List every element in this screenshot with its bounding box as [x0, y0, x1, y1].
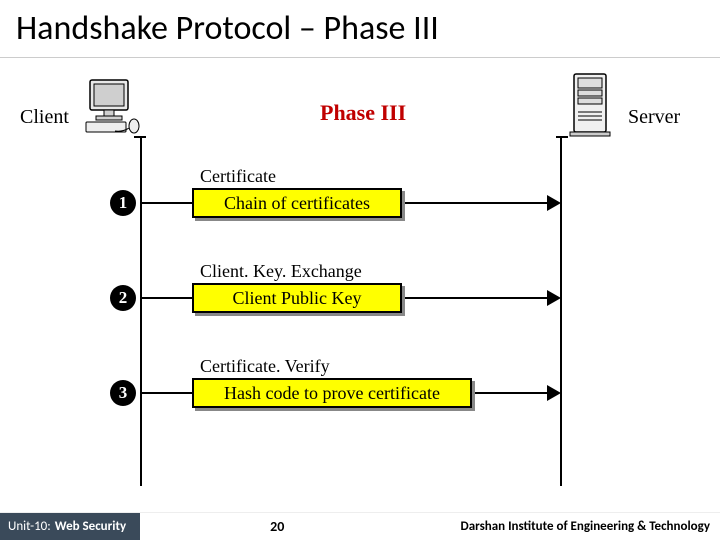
server-timeline — [560, 136, 562, 486]
message-arrow-head — [547, 385, 561, 401]
message-type-label: Certificate — [200, 166, 276, 187]
message-content-box: Client Public Key — [192, 283, 402, 313]
tick — [556, 136, 568, 138]
phase-label: Phase III — [320, 100, 406, 126]
server-tower-icon — [568, 72, 618, 143]
message-arrow-head — [547, 290, 561, 306]
footer-unit-block: Unit-10: Web Security — [0, 513, 140, 540]
message-type-label: Client. Key. Exchange — [200, 261, 362, 282]
client-timeline — [140, 136, 142, 486]
footer-unit: Unit-10: — [8, 519, 51, 534]
message-content-box: Hash code to prove certificate — [192, 378, 472, 408]
message-arrow-head — [547, 195, 561, 211]
client-label: Client — [20, 106, 69, 129]
step-bullet: 1 — [110, 190, 136, 216]
step-bullet: 3 — [110, 380, 136, 406]
message-type-label: Certificate. Verify — [200, 356, 330, 377]
message-content-box: Chain of certificates — [192, 188, 402, 218]
slide-title: Handshake Protocol – Phase III — [0, 0, 720, 58]
diagram-area: Client Server Phase III — [0, 58, 720, 488]
footer: Unit-10: Web Security 20 Darshan Institu… — [0, 512, 720, 540]
client-computer-icon — [82, 76, 142, 141]
footer-subject: Web Security — [55, 519, 126, 534]
footer-page-number: 20 — [270, 518, 284, 535]
footer-institute: Darshan Institute of Engineering & Techn… — [461, 519, 720, 534]
step-bullet: 2 — [110, 285, 136, 311]
server-label: Server — [628, 106, 680, 129]
tick — [134, 136, 146, 138]
